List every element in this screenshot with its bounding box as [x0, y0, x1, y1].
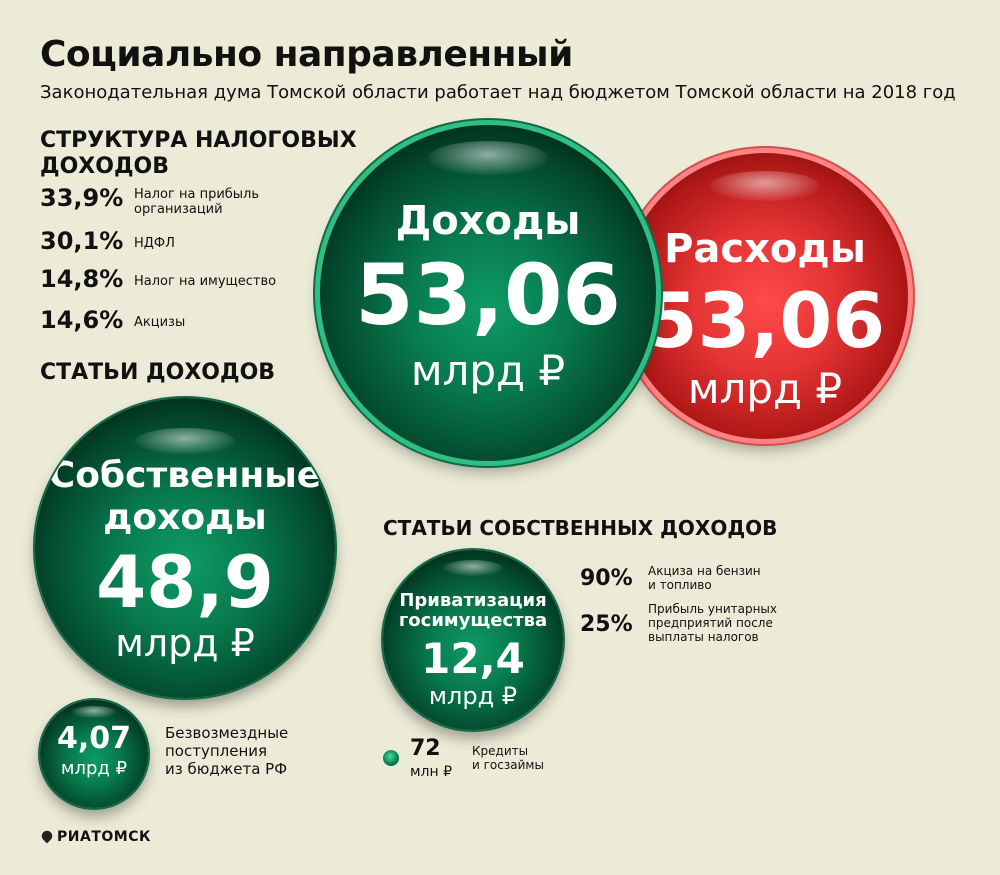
privatization-value: 12,4 [421, 634, 525, 683]
tax-item-label: Налог на имущество [134, 274, 277, 289]
expenses-value: 53,06 [644, 276, 886, 365]
bubble-highlight [710, 171, 820, 201]
bubble-highlight [443, 560, 503, 576]
income-value: 53,06 [355, 246, 621, 344]
own-income-item: 90% Акциза на бензин и топливо [580, 564, 800, 598]
own-income-item-label-line1: Акциза на бензин [648, 564, 761, 578]
grants-label-line3: из бюджета РФ [165, 760, 288, 778]
loans-dot [383, 750, 399, 766]
tax-structure-heading-line1: СТРУКТУРА НАЛОГОВЫХ [40, 128, 357, 153]
own-income-item-label: Прибыль унитарных предприятий после выпл… [648, 602, 777, 644]
grants-label-line2: поступления [165, 742, 268, 760]
page-subtitle: Законодательная дума Томской области раб… [40, 82, 956, 103]
privatization-label-line1: Приватизация [399, 590, 547, 611]
tax-item-percent: 30,1% [40, 227, 124, 255]
grants-unit: млрд ₽ [60, 758, 128, 779]
loans-label-line1: Кредиты [472, 744, 529, 758]
privatization-label-line2: госимущества [398, 610, 548, 631]
tax-item-percent: 14,8% [40, 265, 124, 293]
loans-unit: млн ₽ [410, 764, 453, 780]
tax-item-label-line1: Налог на прибыль [134, 187, 260, 202]
revenue-items-heading: СТАТЬИ ДОХОДОВ [40, 360, 276, 385]
own-income-item-percent: 90% [580, 566, 633, 591]
tax-item: 33,9% Налог на прибыль организаций [40, 184, 340, 218]
tax-structure-heading: СТРУКТУРА НАЛОГОВЫХ ДОХОДОВ [40, 128, 357, 180]
grants-bubble: 4,07 млрд ₽ [40, 700, 148, 808]
tax-item-percent: 14,6% [40, 306, 124, 334]
tax-item-label: НДФЛ [134, 236, 175, 251]
ria-tomsk-logo: РИАТОМСК [39, 828, 151, 845]
own-income-label-line2: доходы [103, 497, 267, 538]
own-income-value: 48,9 [96, 540, 274, 624]
tax-item-label: Налог на прибыль организаций [134, 187, 259, 217]
tax-item: 14,6% Акцизы [40, 306, 340, 340]
expenses-label: Расходы [664, 226, 866, 272]
tax-item: 30,1% НДФЛ [40, 227, 340, 261]
grants-label: Безвозмездные поступления из бюджета РФ [165, 724, 288, 778]
bubble-highlight [72, 706, 116, 718]
tax-item-label: Акцизы [134, 315, 186, 330]
tax-item: 14,8% Налог на имущество [40, 265, 340, 299]
logo-text: РИАТОМСК [57, 829, 151, 845]
own-income-bubble: Собственные доходы 48,9 млрд ₽ [35, 398, 335, 698]
income-bubble: Доходы 53,06 млрд ₽ [320, 125, 656, 461]
grants-value: 4,07 [56, 721, 132, 756]
own-income-item-label-line3: выплаты налогов [648, 630, 759, 644]
loans-label: Кредиты и госзаймы [472, 744, 544, 772]
privatization-bubble: Приватизация госимущества 12,4 млрд ₽ [383, 550, 563, 730]
own-income-item-label-line1: Прибыль унитарных [648, 602, 777, 616]
bubble-highlight [135, 428, 235, 454]
own-income-item-label-line2: и топливо [648, 578, 712, 592]
expenses-unit: млрд ₽ [687, 364, 843, 413]
own-income-item-label-line2: предприятий после [648, 616, 773, 630]
page-title: Социально направленный [40, 34, 573, 75]
tax-item-label-line2: организаций [134, 202, 223, 217]
loans-label-line2: и госзаймы [472, 758, 544, 772]
bubble-highlight [428, 141, 548, 175]
income-label: Доходы [395, 198, 581, 244]
grants-label-line1: Безвозмездные [165, 724, 289, 742]
tax-structure-heading-line2: ДОХОДОВ [40, 154, 170, 179]
logo-mark-icon [39, 828, 55, 844]
income-unit: млрд ₽ [410, 346, 566, 395]
expenses-bubble: Расходы 53,06 млрд ₽ [622, 153, 908, 439]
own-income-label-line1: Собственные [48, 455, 322, 496]
loans-value: 72 [410, 736, 441, 761]
tax-item-percent: 33,9% [40, 184, 124, 212]
own-income-item: 25% Прибыль унитарных предприятий после … [580, 602, 800, 646]
own-income-unit: млрд ₽ [115, 621, 255, 665]
own-income-items-heading: СТАТЬИ СОБСТВЕННЫХ ДОХОДОВ [383, 516, 778, 540]
privatization-unit: млрд ₽ [428, 682, 518, 710]
own-income-item-label: Акциза на бензин и топливо [648, 564, 761, 592]
own-income-item-percent: 25% [580, 612, 633, 637]
